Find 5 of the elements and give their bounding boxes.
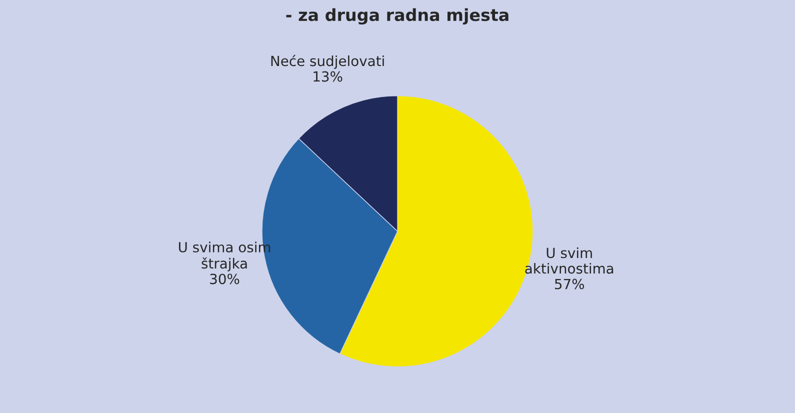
data-label: 30% — [210, 274, 240, 284]
data-label: 57% — [555, 278, 584, 290]
data-label: 13% — [314, 71, 342, 82]
chart-title: - za druga radna mjesta — [286, 8, 508, 25]
slice-label: Neće sudjelovati — [271, 54, 384, 69]
